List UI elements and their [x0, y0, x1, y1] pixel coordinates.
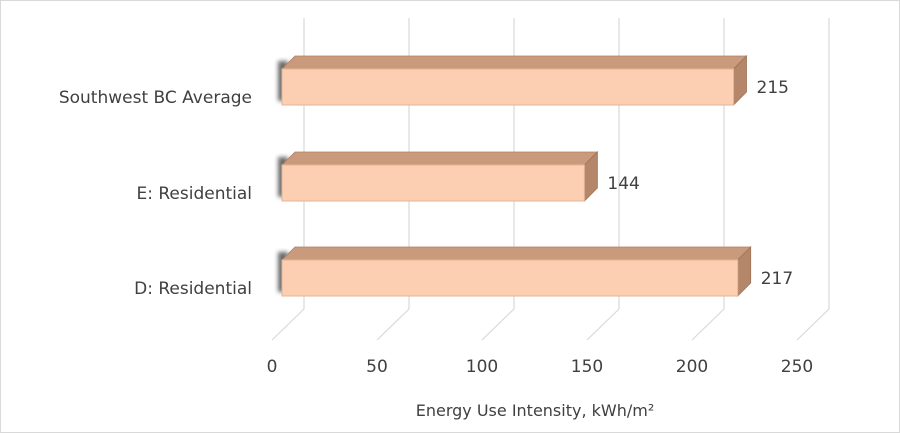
- bar-top-face: [281, 55, 748, 70]
- bars: [281, 55, 752, 297]
- bar: [281, 164, 585, 202]
- bar: [281, 68, 734, 106]
- floor-gridline: [586, 308, 620, 341]
- floor-gridline: [376, 308, 410, 341]
- bar-top-face: [281, 246, 752, 261]
- floor-gridline: [691, 308, 725, 341]
- category-label: D: Residential: [134, 279, 252, 299]
- data-label: 144: [607, 174, 639, 194]
- floor-gridline: [481, 308, 515, 341]
- x-tick-label: 50: [366, 357, 388, 377]
- category-label: E: Residential: [136, 184, 252, 204]
- x-tick-label: 250: [781, 357, 813, 377]
- x-tick-label: 200: [676, 357, 708, 377]
- floor-gridline: [271, 308, 305, 341]
- x-axis-title: Energy Use Intensity, kWh/m²: [416, 401, 655, 420]
- category-label: Southwest BC Average: [59, 88, 252, 108]
- data-label: 217: [761, 269, 793, 289]
- bar: [281, 259, 739, 297]
- x-tick-label: 100: [466, 357, 498, 377]
- data-label: 215: [757, 78, 789, 98]
- bar-top-face: [281, 151, 599, 166]
- x-tick-label: 150: [571, 357, 603, 377]
- x-tick-label: 0: [267, 357, 278, 377]
- floor-gridline: [796, 308, 830, 341]
- labels: 0 50 100 150 200 250 215 Southwest BC Average 14…: [59, 78, 813, 377]
